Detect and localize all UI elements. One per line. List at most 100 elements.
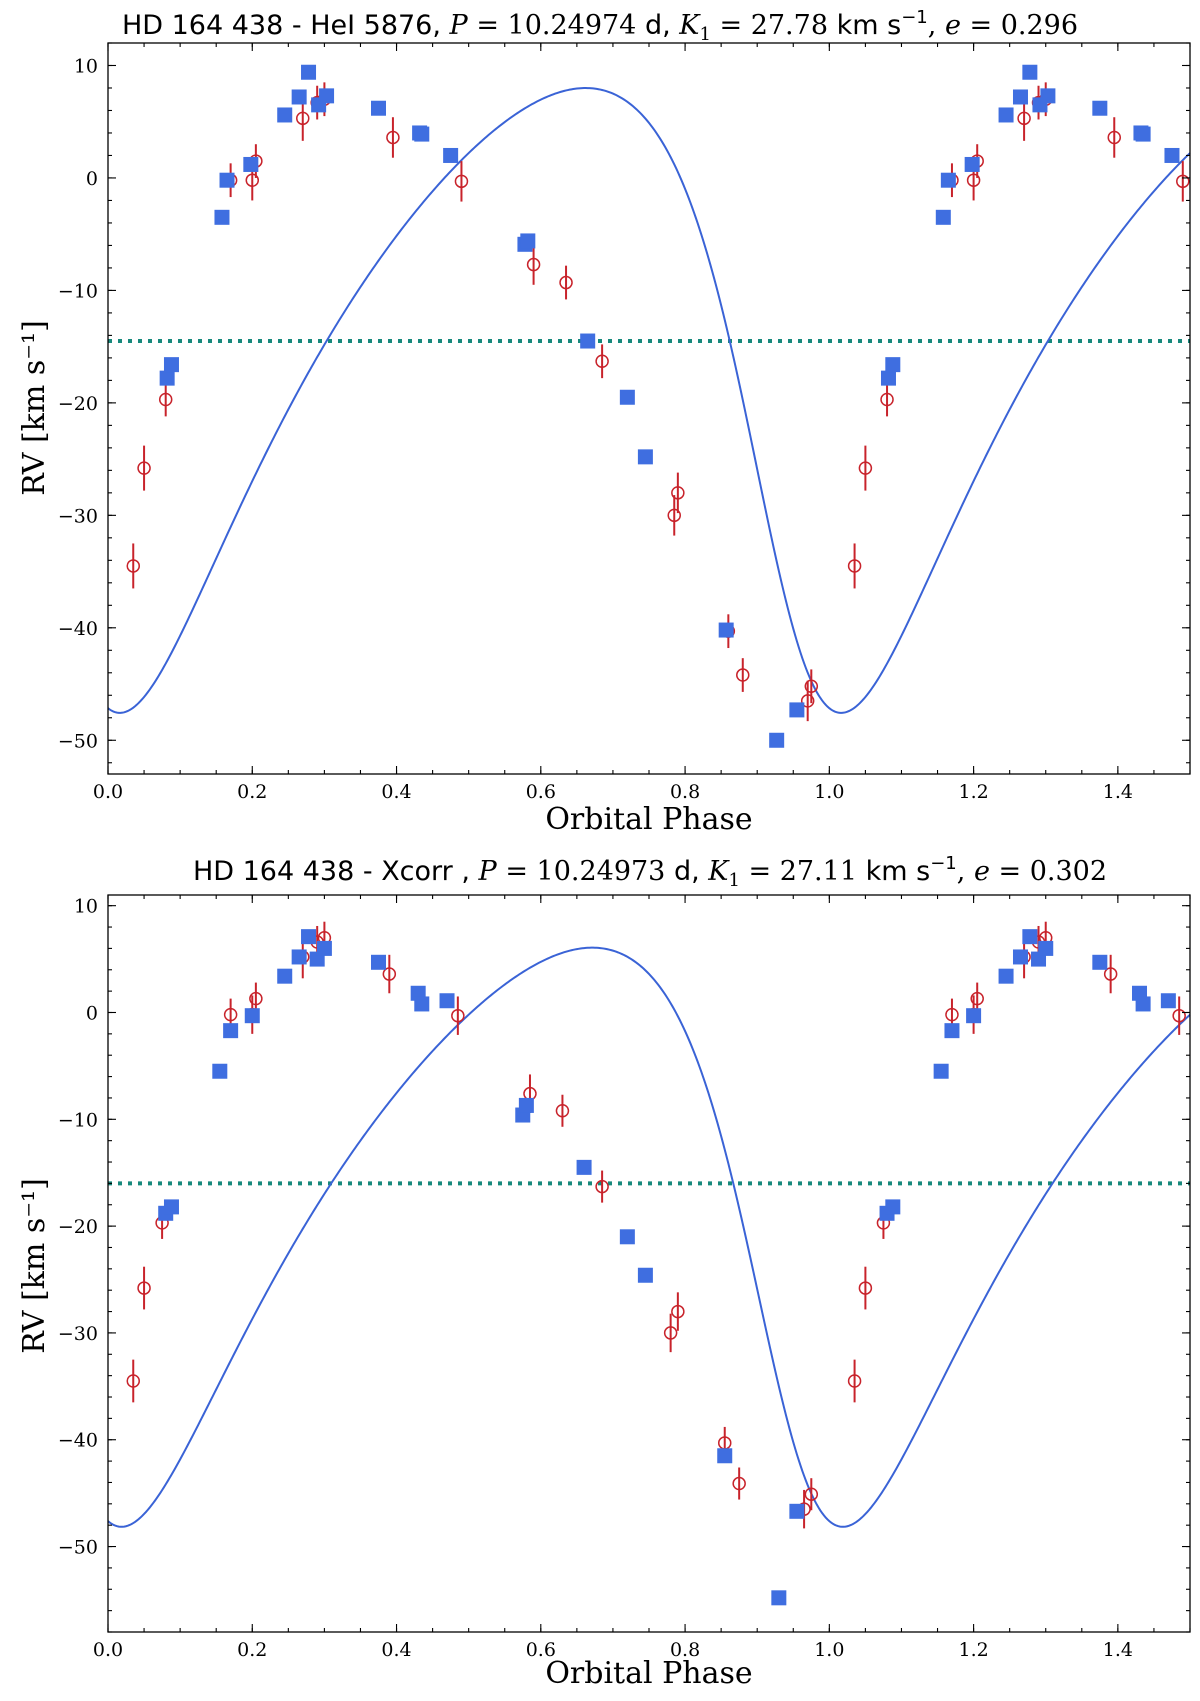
secondary-rv-marker xyxy=(1107,130,1122,145)
primary-rv-point xyxy=(580,333,596,349)
secondary-rv-marker xyxy=(858,1281,873,1295)
secondary-rv-marker xyxy=(663,1326,678,1340)
x-tick-label: 0.6 xyxy=(526,781,556,803)
secondary-rv-point xyxy=(137,445,151,491)
secondary-rv-marker xyxy=(736,668,750,682)
y-tick-label: −40 xyxy=(58,618,98,640)
secondary-rv-marker xyxy=(671,486,685,500)
primary-rv-point xyxy=(1164,147,1180,163)
secondary-rv-marker xyxy=(382,967,397,981)
x-tick-label: 1.4 xyxy=(1103,781,1133,803)
primary-rv-point xyxy=(576,1159,592,1175)
primary-rv-point xyxy=(212,1063,228,1079)
y-tick-label: −50 xyxy=(58,730,98,752)
primary-rv-point xyxy=(443,147,459,163)
primary-rv-point xyxy=(214,209,230,225)
secondary-rv-marker xyxy=(804,1487,819,1501)
primary-rv-point xyxy=(1022,929,1038,945)
x-tick-label: 0.0 xyxy=(93,781,123,803)
primary-rv-point xyxy=(619,1229,635,1245)
secondary-rv-marker xyxy=(804,679,819,694)
secondary-rv-point xyxy=(158,382,173,417)
y-tick-label: −40 xyxy=(58,1430,98,1452)
secondary-rv-point xyxy=(1107,117,1122,158)
y-tick-label: 0 xyxy=(86,168,98,190)
secondary-rv-marker xyxy=(667,508,681,523)
secondary-rv-marker xyxy=(526,257,541,272)
primary-rv-point xyxy=(1022,64,1038,80)
secondary-rv-marker xyxy=(126,1374,140,1388)
secondary-rv-point xyxy=(451,996,465,1035)
primary-rv-point xyxy=(619,389,635,405)
x-tick-label: 1.4 xyxy=(1103,1639,1133,1661)
y-tick-label: −50 xyxy=(58,1537,98,1559)
primary-rv-point xyxy=(880,370,896,386)
panel-bottom-axes: 0.0 0.2 0.4 0.6 0.8 1.0 1.2 1.4 10 0 −10 −20 −30 −40 −… xyxy=(58,895,1191,1661)
primary-rv-point xyxy=(789,1503,805,1519)
x-tick-label: 1.2 xyxy=(958,781,988,803)
secondary-rv-point xyxy=(137,1266,151,1310)
primary-rv-point xyxy=(163,357,179,373)
rv-model-curve xyxy=(107,946,1191,1528)
secondary-rv-point xyxy=(1103,954,1118,994)
secondary-rv-point xyxy=(880,382,894,417)
secondary-rv-marker xyxy=(858,461,873,475)
panel-top-marks xyxy=(107,64,1191,748)
secondary-rv-point xyxy=(454,161,469,202)
primary-rv-point xyxy=(964,156,980,172)
primary-rv-point xyxy=(935,209,951,225)
secondary-rv-point xyxy=(858,445,873,491)
secondary-rv-point xyxy=(804,1478,819,1511)
primary-rv-point xyxy=(277,968,293,984)
secondary-rv-point xyxy=(595,1170,609,1203)
secondary-rv-point xyxy=(382,954,397,994)
primary-rv-point xyxy=(944,1023,960,1039)
primary-rv-point xyxy=(769,732,785,748)
panel-top-ylabel: RV [km s⁻¹] xyxy=(17,320,52,496)
primary-rv-point xyxy=(244,1008,260,1024)
primary-rv-point xyxy=(1135,996,1151,1012)
secondary-rv-point xyxy=(667,495,681,536)
secondary-rv-point xyxy=(1176,161,1190,202)
secondary-rv-marker xyxy=(847,1374,862,1388)
secondary-rv-point xyxy=(559,265,573,300)
panel-bottom-frame xyxy=(107,894,1191,1633)
secondary-rv-marker xyxy=(555,1104,570,1118)
primary-rv-point xyxy=(371,954,386,970)
x-tick-label: 0.0 xyxy=(93,1639,123,1661)
primary-rv-point xyxy=(940,172,956,188)
secondary-rv-marker xyxy=(137,1281,151,1295)
secondary-rv-point xyxy=(555,1094,570,1127)
secondary-rv-marker xyxy=(880,392,894,407)
secondary-rv-marker xyxy=(1017,111,1031,126)
secondary-rv-marker xyxy=(451,1008,465,1023)
panel-bottom-ylabel: RV [km s⁻¹] xyxy=(17,1178,52,1354)
x-tick-label: 1.0 xyxy=(814,1639,844,1661)
primary-rv-point xyxy=(718,622,734,638)
primary-rv-point xyxy=(1092,954,1108,970)
secondary-rv-point xyxy=(595,344,609,379)
secondary-rv-point xyxy=(671,472,685,514)
primary-rv-point xyxy=(885,1199,901,1215)
secondary-rv-marker xyxy=(386,130,400,145)
secondary-rv-point xyxy=(736,658,750,692)
primary-rv-point xyxy=(789,702,805,718)
x-tick-label: 1.0 xyxy=(814,781,844,803)
primary-rv-point xyxy=(223,1023,239,1039)
primary-rv-point xyxy=(1092,100,1108,116)
y-tick-label: −10 xyxy=(58,280,98,302)
primary-rv-point xyxy=(291,949,307,965)
x-tick-label: 0.8 xyxy=(670,781,700,803)
secondary-rv-point xyxy=(804,669,819,704)
primary-rv-point xyxy=(520,233,536,249)
secondary-rv-point xyxy=(1172,996,1186,1035)
primary-rv-point xyxy=(637,449,653,465)
secondary-rv-point xyxy=(663,1313,678,1353)
secondary-rv-marker xyxy=(800,694,815,708)
primary-rv-point xyxy=(159,370,175,386)
secondary-rv-point xyxy=(126,543,140,589)
primary-rv-point xyxy=(1040,88,1056,104)
panel-bottom-title: HD 164 438 - Xcorr , P = 10.24973 d, K1 … xyxy=(193,853,1107,893)
y-tick-label: −20 xyxy=(58,1216,98,1238)
secondary-rv-point xyxy=(847,543,862,589)
